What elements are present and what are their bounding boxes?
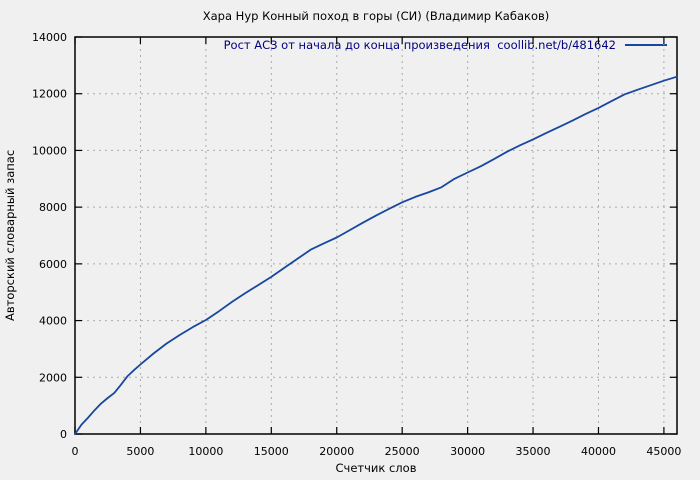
y-tick-label: 8000 bbox=[39, 201, 67, 214]
plot-border bbox=[74, 36, 678, 435]
y-tick-label: 14000 bbox=[32, 31, 67, 44]
x-tick-label: 10000 bbox=[188, 445, 223, 458]
x-tick-label: 30000 bbox=[450, 445, 485, 458]
series-line bbox=[74, 75, 678, 435]
y-tick-label: 6000 bbox=[39, 258, 67, 271]
x-tick-label: 20000 bbox=[319, 445, 354, 458]
legend-label: Рост АСЗ от начала до конца произведения… bbox=[223, 38, 616, 52]
x-tick-label: 25000 bbox=[385, 445, 420, 458]
x-tick-label: 40000 bbox=[581, 445, 616, 458]
y-tick-label: 10000 bbox=[32, 144, 67, 157]
x-tick-label: 15000 bbox=[254, 445, 289, 458]
x-axis-label: Счетчик слов bbox=[335, 461, 417, 475]
y-tick-label: 12000 bbox=[32, 88, 67, 101]
chart-title: Хара Нур Конный поход в горы (СИ) (Влади… bbox=[202, 9, 550, 23]
y-tick-label: 2000 bbox=[39, 371, 67, 384]
legend: Рост АСЗ от начала до конца произведения… bbox=[224, 38, 667, 52]
x-tick-label: 5000 bbox=[126, 445, 154, 458]
x-tick-label: 35000 bbox=[516, 445, 551, 458]
x-tick-label: 0 bbox=[72, 445, 79, 458]
legend-line-sample bbox=[625, 44, 667, 46]
y-axis-label: Авторский словарный запас bbox=[3, 149, 17, 322]
x-tick-label: 45000 bbox=[646, 445, 681, 458]
y-tick-label: 0 bbox=[60, 428, 67, 441]
y-tick-label: 4000 bbox=[39, 315, 67, 328]
